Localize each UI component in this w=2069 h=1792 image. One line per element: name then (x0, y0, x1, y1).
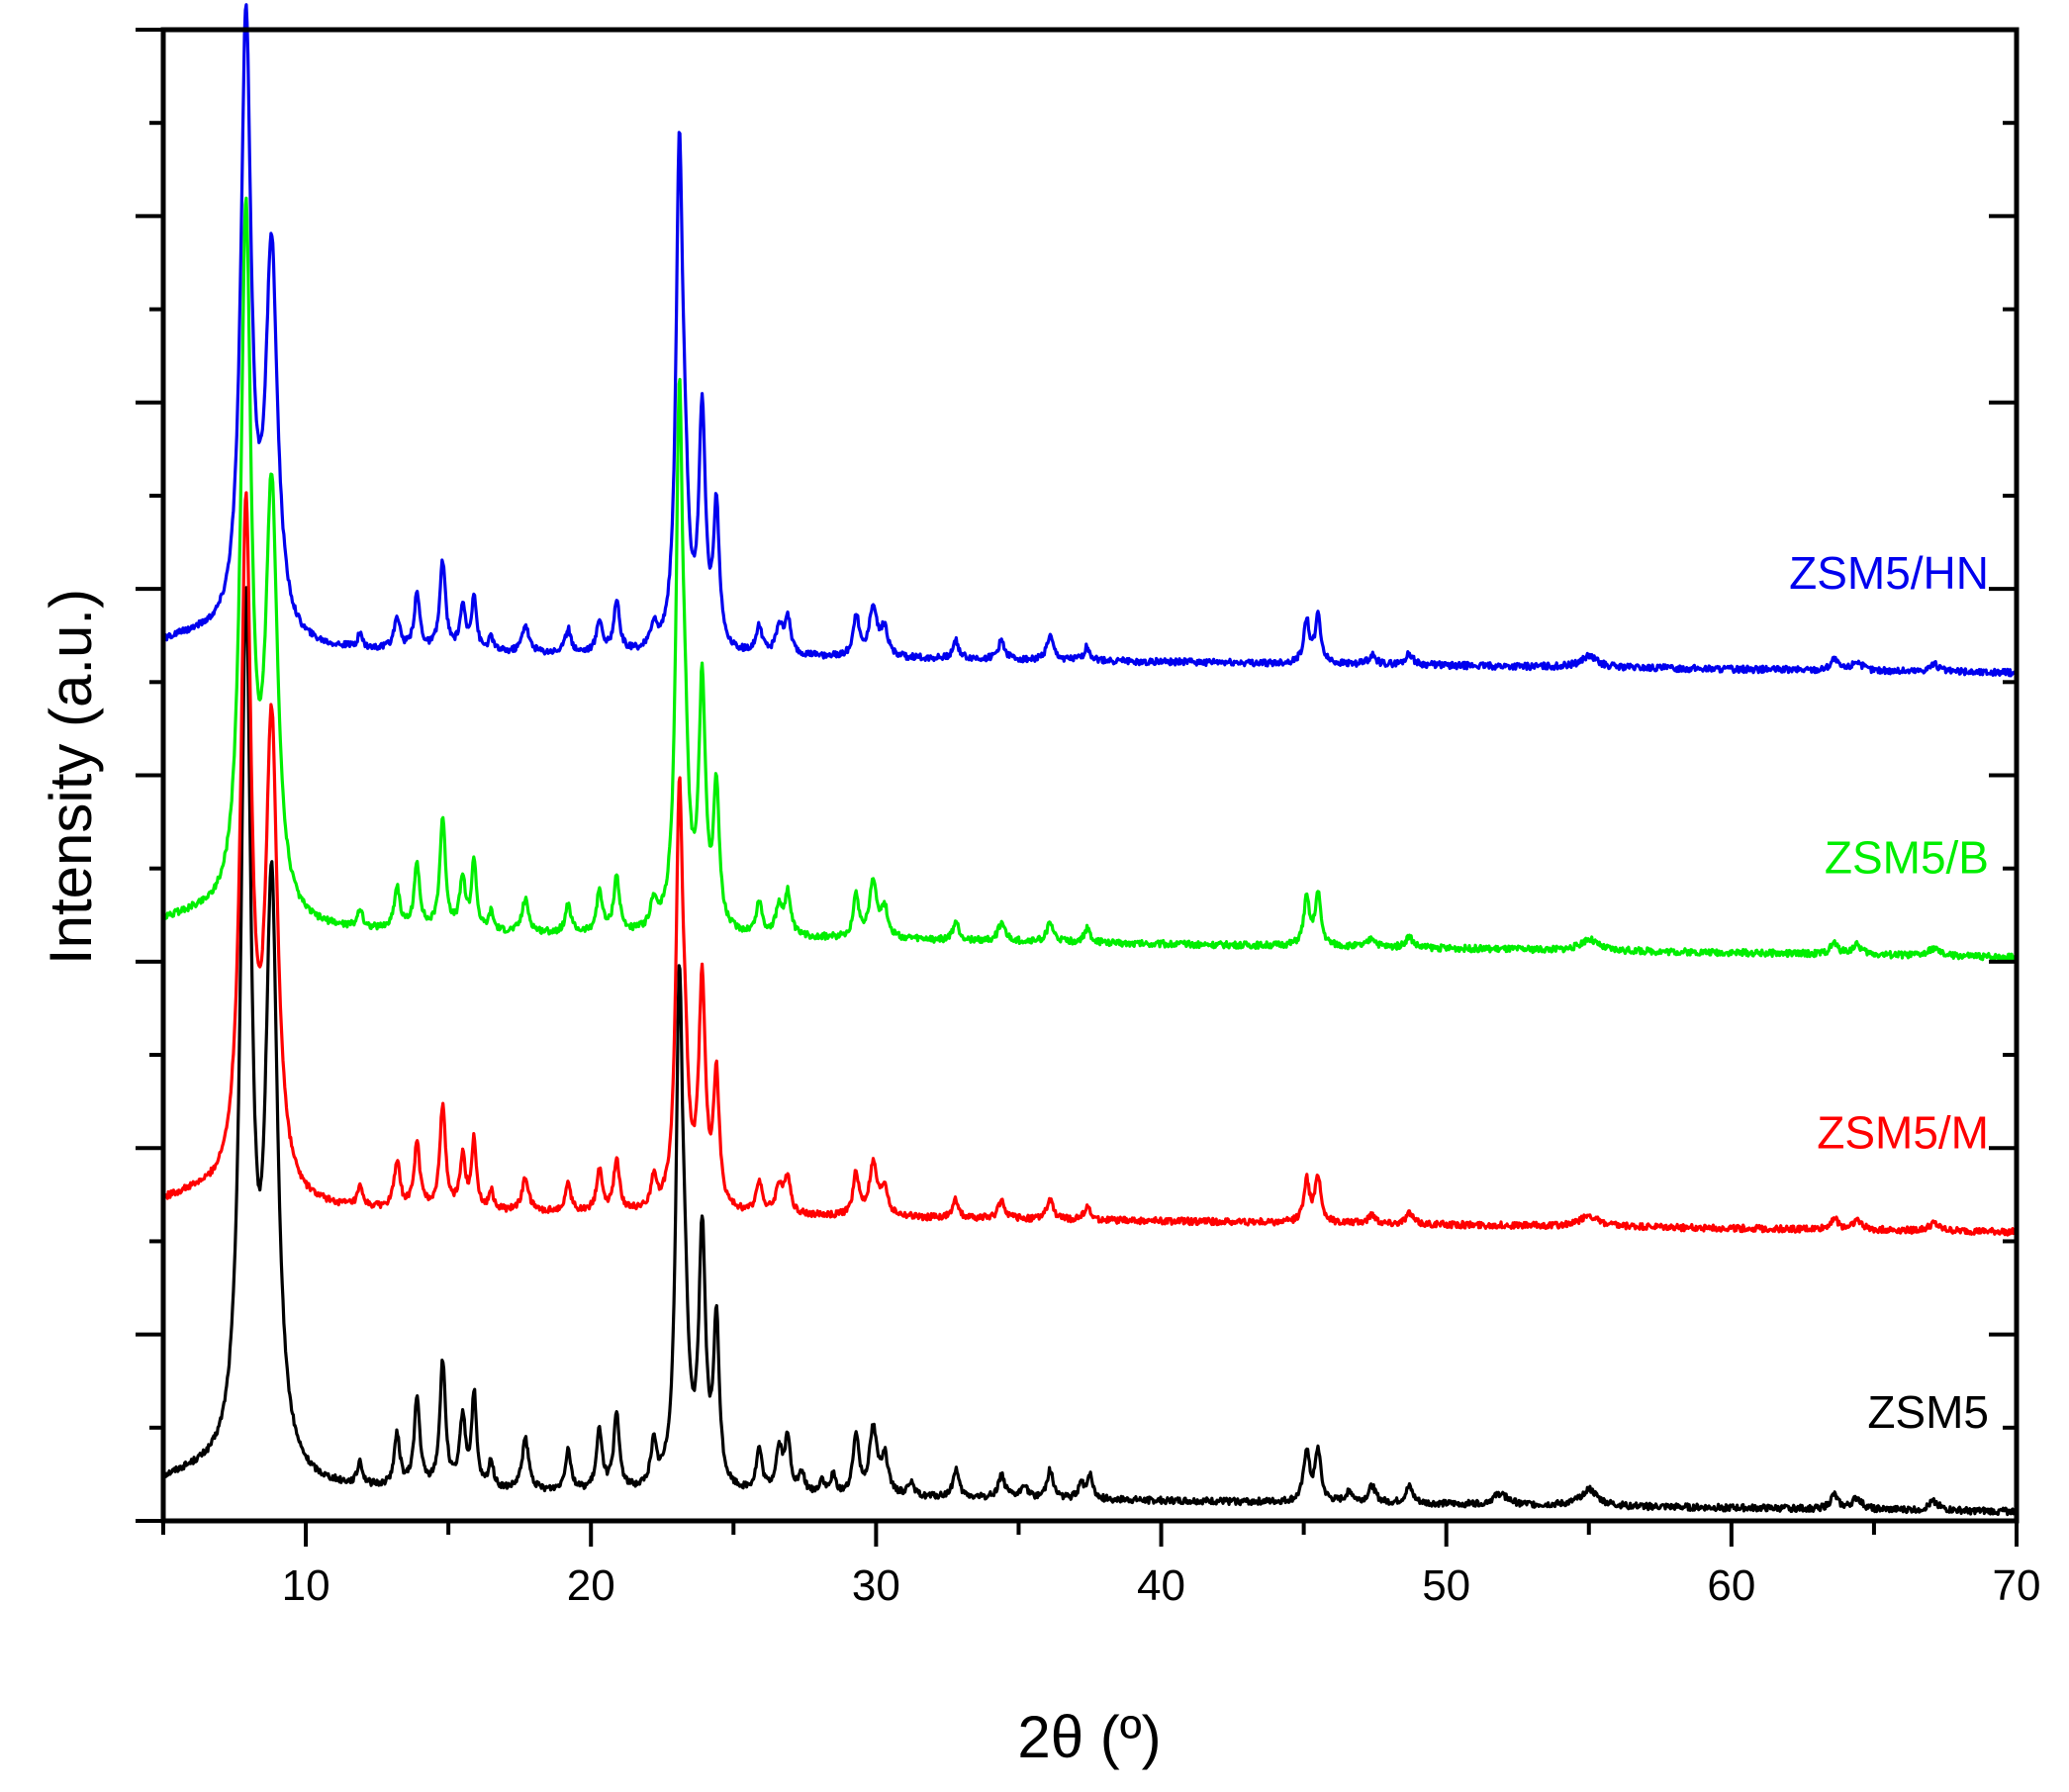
plot-frame (160, 27, 2020, 1524)
series-trace-zsm5 (161, 586, 2018, 1517)
x-tick-label: 30 (852, 1561, 900, 1610)
series-label: ZSM5/M (1817, 1106, 1989, 1158)
x-axis-tick-labels: 10 20 30 40 50 60 70 (282, 1561, 2041, 1610)
x-tick-label: 50 (1422, 1561, 1470, 1610)
series-label: ZSM5/HN (1789, 547, 1989, 599)
series-label: ZSM5/B (1825, 831, 1989, 883)
x-axis-ticks (161, 1521, 2019, 1547)
x-tick-label: 10 (282, 1561, 330, 1610)
series-labels: ZSM5 ZSM5/M ZSM5/B ZSM5/HN (1789, 547, 1989, 1438)
y-axis-ticks (136, 28, 2017, 1523)
x-tick-label: 60 (1707, 1561, 1755, 1610)
series-layer (161, 3, 2018, 1517)
series-label: ZSM5 (1867, 1386, 1989, 1438)
x-axis-title: 2θ (º) (1017, 1704, 1161, 1770)
y-axis-title: Intensity (a.u.) (38, 589, 104, 965)
x-tick-label: 40 (1137, 1561, 1185, 1610)
x-tick-label: 70 (1993, 1561, 2041, 1610)
x-tick-label: 20 (567, 1561, 615, 1610)
series-trace-zsm5-m (161, 491, 2018, 1237)
series-trace-zsm5-hn (161, 3, 2018, 678)
series-trace-zsm5-b (161, 196, 2018, 962)
